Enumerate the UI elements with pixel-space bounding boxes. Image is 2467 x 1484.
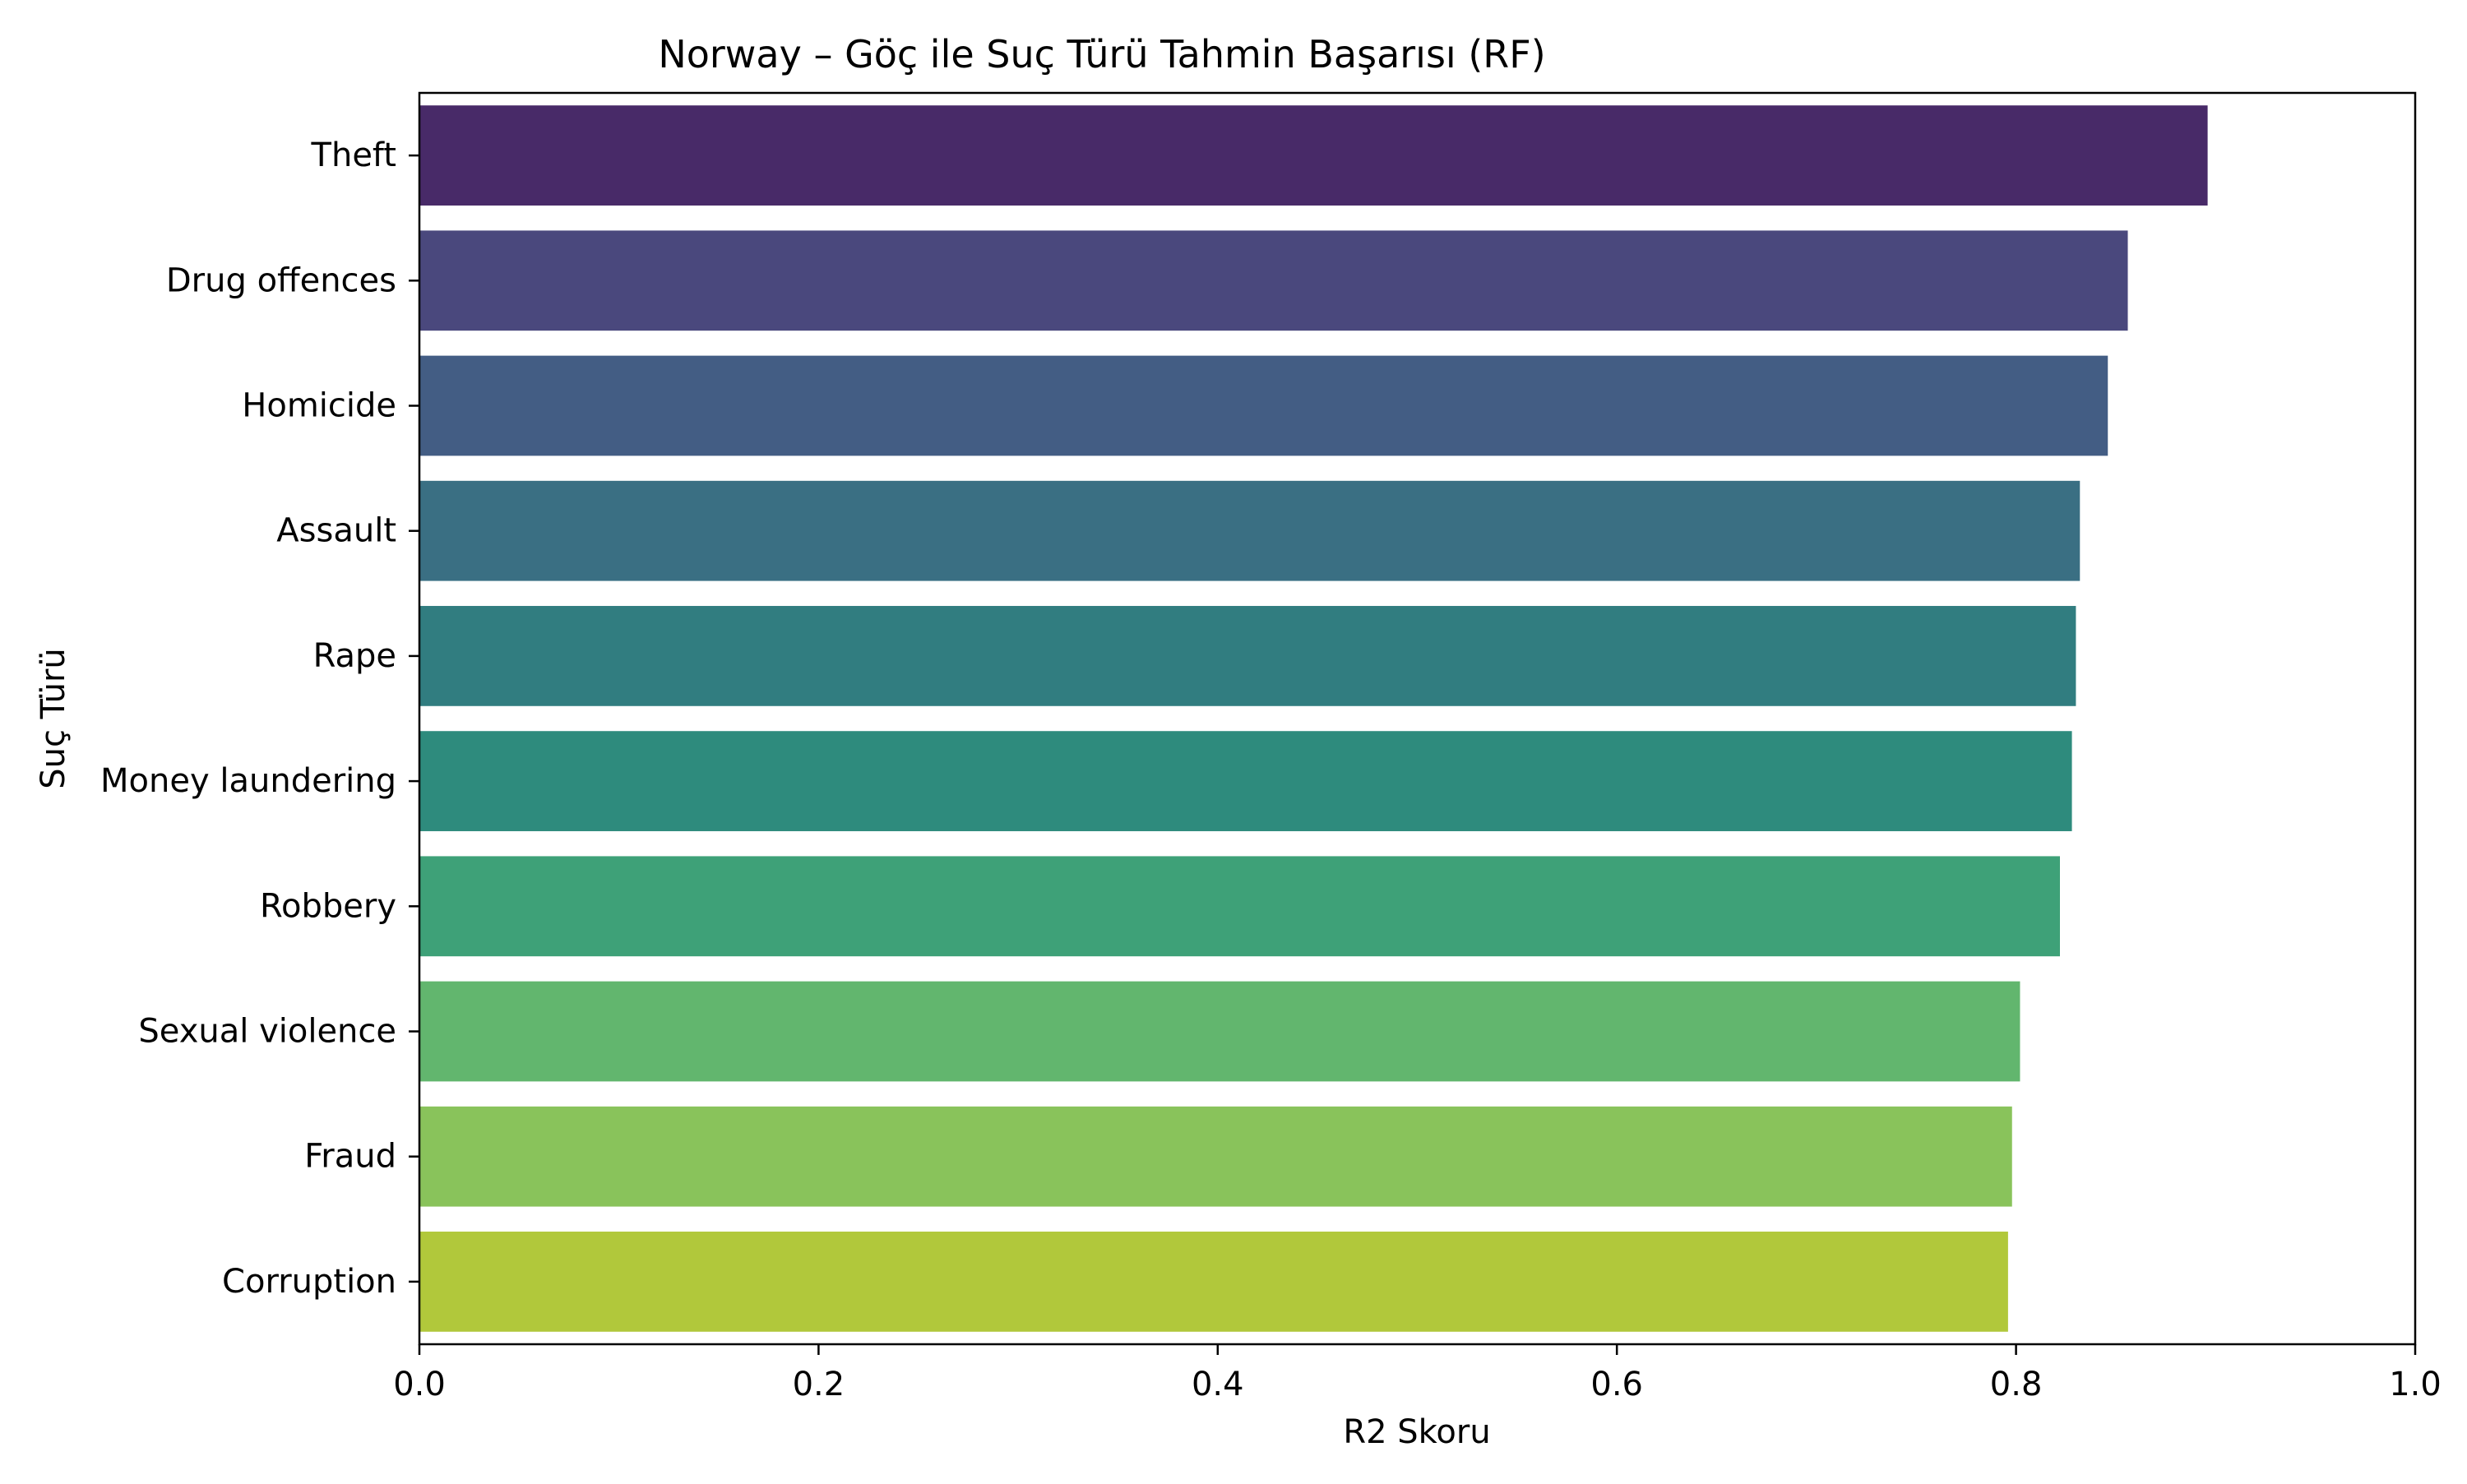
x-tick-label: 0.6: [1590, 1366, 1643, 1403]
bar-rape: [419, 606, 2076, 706]
bar-drug-offences: [419, 230, 2128, 331]
bar-homicide: [419, 355, 2108, 456]
bar-fraud: [419, 1106, 2012, 1207]
bar-robbery: [419, 856, 2060, 957]
x-tick-label: 1.0: [2389, 1366, 2442, 1403]
x-tick-label: 0.8: [1990, 1366, 2043, 1403]
bar-assault: [419, 480, 2081, 581]
y-tick-label: Fraud: [304, 1138, 396, 1176]
bar-corruption: [419, 1232, 2008, 1332]
y-tick-label: Robbery: [260, 887, 396, 925]
y-tick-label: Theft: [311, 136, 396, 174]
y-axis: Theft Drug offences Homicide Assault Rape Mon…: [100, 136, 419, 1301]
y-tick-label: Money laundering: [100, 762, 396, 800]
bars: [419, 105, 2208, 1332]
chart-title: Norway – Göç ile Suç Türü Tahmin Başarıs…: [658, 32, 1545, 76]
bar-money-laundering: [419, 731, 2072, 831]
x-tick-label: 0.4: [1192, 1366, 1244, 1403]
y-tick-label: Assault: [276, 512, 396, 550]
y-tick-label: Drug offences: [166, 261, 396, 299]
x-axis-label: R2 Skoru: [1343, 1413, 1490, 1451]
y-tick-label: Corruption: [222, 1263, 396, 1301]
y-tick-label: Rape: [313, 637, 396, 675]
bar-theft: [419, 105, 2208, 206]
y-tick-label: Sexual violence: [138, 1013, 396, 1051]
x-axis: 0.0 0.2 0.4 0.6 0.8 1.0: [393, 1344, 2442, 1403]
bar-sexual-violence: [419, 981, 2020, 1082]
x-tick-label: 0.0: [393, 1366, 446, 1403]
x-tick-label: 0.2: [793, 1366, 845, 1403]
plot-frame: [418, 91, 2417, 1346]
y-tick-label: Homicide: [242, 387, 396, 425]
y-axis-label: Suç Türü: [35, 648, 72, 789]
